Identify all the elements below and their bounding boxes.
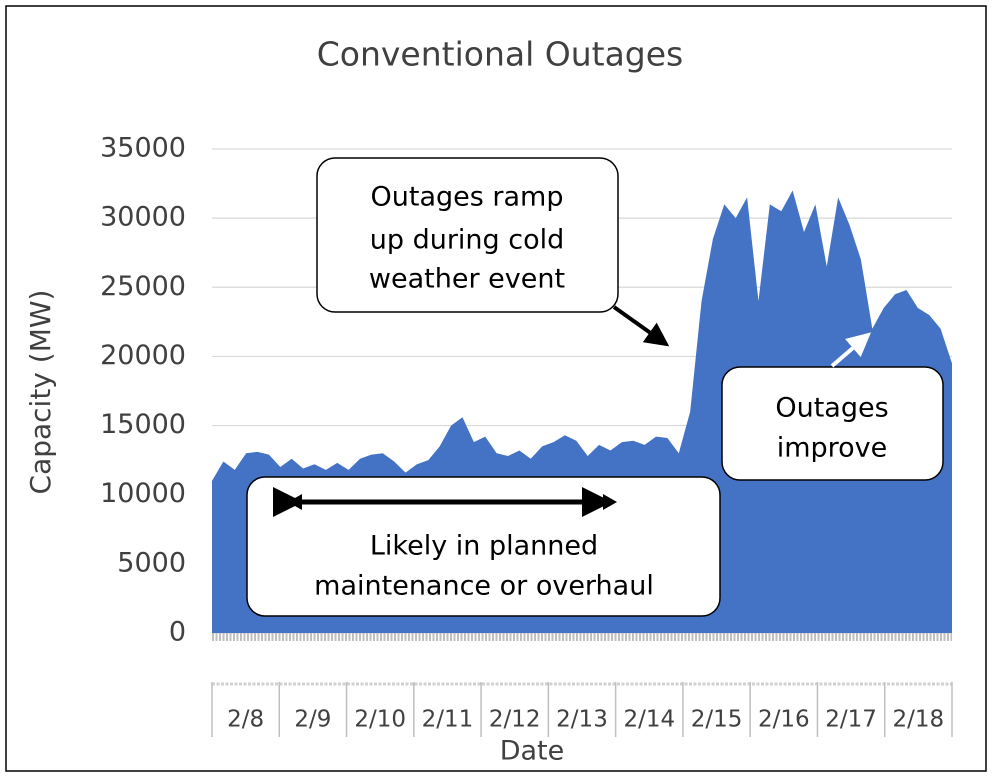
annotation-text: Outages [775, 393, 888, 424]
x-tick-label: 2/12 [489, 707, 541, 733]
y-tick-label: 5000 [117, 547, 186, 578]
annotation-text: weather event [369, 264, 565, 295]
y-tick-label: 10000 [100, 478, 186, 509]
y-axis-label: Capacity (MW) [24, 290, 57, 495]
y-tick-label: 15000 [100, 409, 186, 440]
x-tick-label: 2/18 [893, 707, 945, 733]
annotation-text: up during cold [370, 225, 565, 256]
y-tick-label: 25000 [100, 271, 186, 302]
chart-title: Conventional Outages [317, 35, 683, 74]
annotation-text: maintenance or overhaul [314, 571, 654, 602]
y-tick-label: 35000 [100, 133, 186, 164]
annotation: Outages improve [721, 366, 944, 481]
x-tick-label: 2/13 [556, 707, 608, 733]
annotation-text: Likely in planned [370, 531, 598, 562]
x-tick-label: 2/15 [691, 707, 743, 733]
x-tick-label: 2/14 [623, 707, 675, 733]
arrowhead [288, 494, 302, 510]
arrow [612, 305, 670, 347]
x-tick-label: 2/16 [758, 707, 810, 733]
x-tick-label: 2/9 [294, 707, 331, 733]
x-tick-label: 2/11 [422, 707, 474, 733]
arrowhead [603, 494, 617, 510]
annotation-text: improve [777, 433, 888, 464]
x-tick-label: 2/8 [227, 707, 264, 733]
y-tick-label: 0 [169, 617, 186, 648]
annotation: Outages ramp up during cold weather event [316, 157, 619, 313]
x-tick-label: 2/17 [825, 707, 877, 733]
annotation-box [316, 157, 619, 313]
annotation-text: Outages ramp [371, 182, 564, 213]
y-tick-label: 20000 [100, 340, 186, 371]
arrow [830, 332, 872, 368]
y-tick-label: 30000 [100, 202, 186, 233]
annotation-box [721, 366, 944, 481]
annotation: Likely in planned maintenance or overhaul [246, 476, 721, 617]
x-axis-label: Date [500, 736, 565, 767]
x-tick-label: 2/10 [354, 707, 406, 733]
